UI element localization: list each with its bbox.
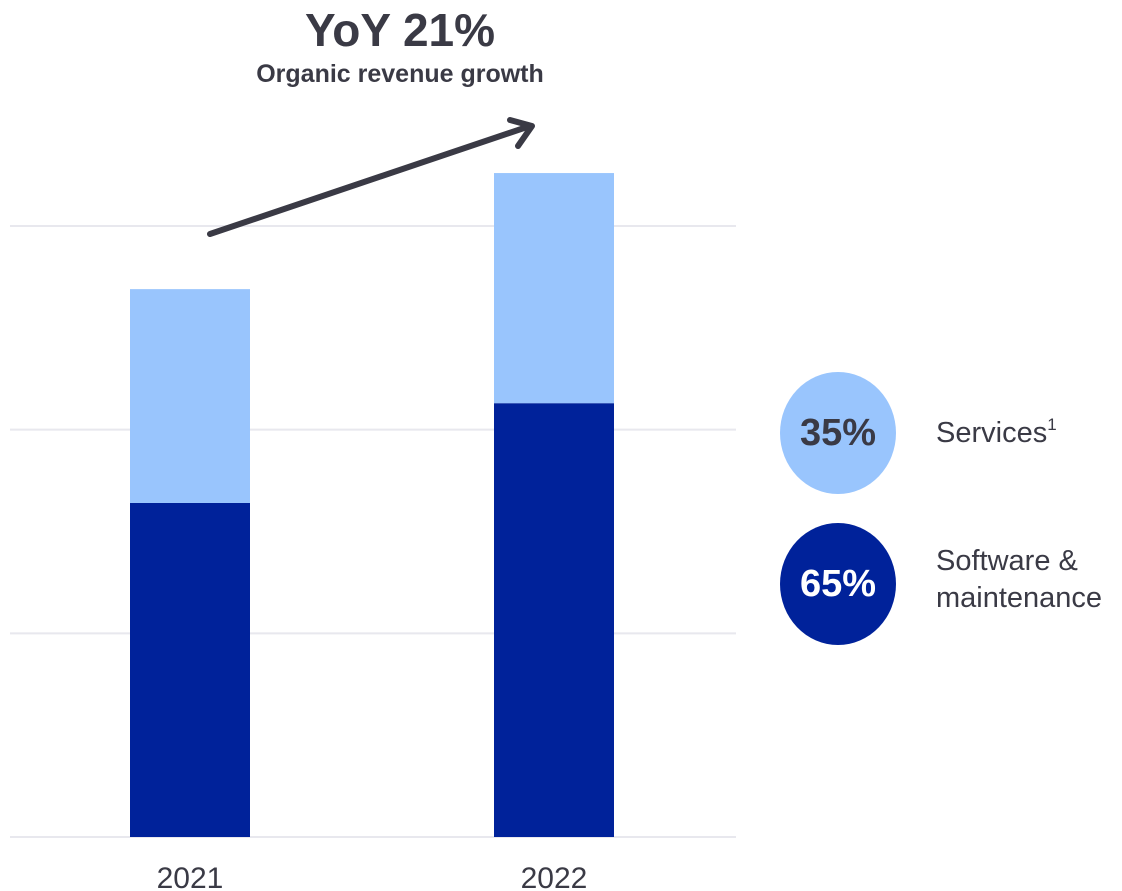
stacked-bar-chart: 2021 2022: [10, 117, 736, 891]
bar-2022-software-maintenance: [494, 403, 614, 837]
software-share-circle: 65%: [780, 523, 896, 645]
growth-arrow-head: [507, 117, 535, 149]
bar-2021-software-maintenance: [130, 502, 250, 837]
growth-arrow: [207, 117, 535, 237]
x-tick-label-2021: 2021: [157, 862, 224, 891]
growth-subtitle: Organic revenue growth: [256, 60, 544, 88]
bars: [130, 173, 614, 837]
software-share-value: 65%: [799, 562, 877, 605]
services-footnote: 1: [1047, 415, 1057, 434]
x-tick-labels: 2021 2022: [157, 862, 588, 891]
services-share-value: 35%: [799, 411, 877, 454]
software-label-line1: Software &: [936, 545, 1078, 577]
services-label-wrap: Services1: [936, 406, 1057, 452]
services-share-circle: 35%: [780, 372, 896, 494]
bar-2022-services: [494, 173, 614, 404]
x-tick-label-2022: 2022: [521, 862, 588, 891]
gridlines: [10, 225, 736, 838]
software-label-line2: maintenance: [936, 582, 1103, 614]
bar-2021-services: [130, 289, 250, 503]
yoy-growth-title: YoY 21%: [304, 4, 496, 56]
growth-arrow-line: [207, 123, 533, 237]
services-label: Services: [936, 417, 1048, 449]
